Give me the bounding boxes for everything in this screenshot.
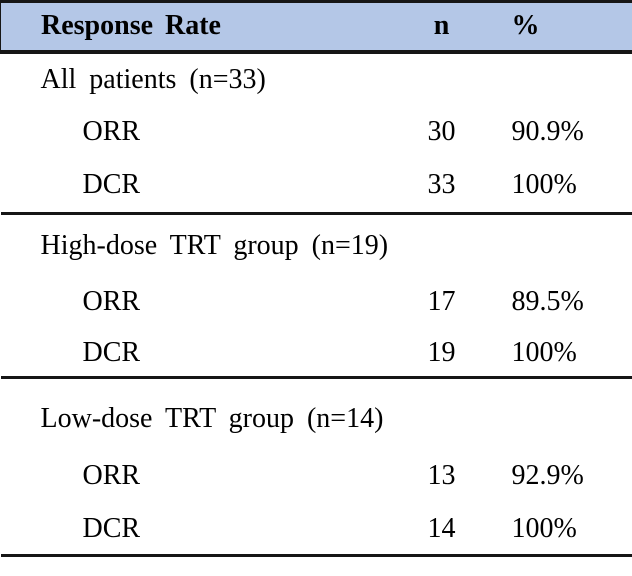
row-label: ORR [82,116,141,147]
row-label: ORR [82,459,141,491]
n-value: 30 [427,116,456,147]
table-header-row: Response Rate n % [0,1,632,54]
header-n: n [397,1,486,54]
empty-cell [486,52,632,106]
data-row: ORR 13 92.9% [1,448,632,504]
empty-cell [398,378,486,448]
empty-cell [398,52,486,106]
n-value: 13 [427,459,456,491]
row-label: DCR [0,329,398,379]
n-value: 19 [397,329,486,379]
data-row: ORR 17 89.5% [1,274,632,330]
empty-cell [486,214,632,274]
section-label-row: All patients (n=33) [1,52,632,106]
section-label: High-dose TRT group (n=19) [40,230,389,262]
header-response-rate: Response Rate [0,1,398,54]
data-row: DCR 19 100% [0,329,632,379]
percent-value: 92.9% [511,459,584,491]
n-value: 33 [397,158,486,215]
empty-cell [398,214,486,274]
percent-value: 100% [485,158,632,215]
percent-value: 89.5% [511,285,584,317]
percent-value: 100% [485,329,632,379]
row-label: ORR [82,285,141,317]
n-value: 17 [427,285,456,317]
row-label: DCR [0,158,398,215]
section-label-row: Low-dose TRT group (n=14) [1,378,632,448]
percent-value: 90.9% [511,116,584,147]
n-value: 14 [397,503,486,557]
data-row: DCR 14 100% [0,503,632,557]
section-label: Low-dose TRT group (n=14) [40,403,384,435]
data-row: ORR 30 90.9% [1,106,632,159]
data-row: DCR 33 100% [0,158,632,215]
header-percent: % [485,1,632,54]
percent-value: 100% [485,503,632,557]
section-label: All patients (n=33) [40,63,266,95]
row-label: DCR [0,503,398,557]
empty-cell [486,378,632,448]
section-label-row: High-dose TRT group (n=19) [1,214,632,274]
response-rate-table: Response Rate n % All patients (n=33) OR… [0,0,632,557]
